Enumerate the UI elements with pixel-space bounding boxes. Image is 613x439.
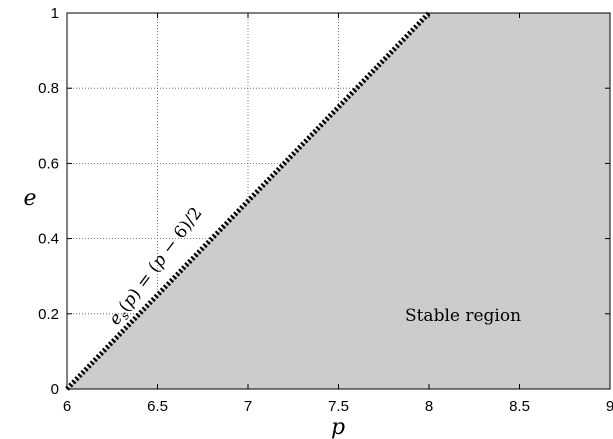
y-tick-label: 0.6 [38, 155, 59, 172]
y-tick-label: 0.4 [38, 231, 59, 248]
y-tick-labels: 0 0.2 0.4 0.6 0.8 1 [38, 5, 59, 398]
x-tick-label: 8.5 [509, 398, 530, 415]
x-tick-labels: 6 6.5 7 7.5 8 8.5 9 [63, 398, 613, 415]
x-tick-label: 7.5 [328, 398, 349, 415]
x-axis-label: p [331, 415, 345, 439]
x-tick-label: 9 [606, 398, 613, 415]
x-tick-label: 6.5 [147, 398, 168, 415]
y-tick-label: 1 [51, 5, 59, 22]
x-tick-label: 7 [244, 398, 252, 415]
stable-region-label: Stable region [405, 306, 521, 326]
y-axis-label: e [23, 186, 36, 211]
x-tick-label: 6 [63, 398, 71, 415]
y-tick-label: 0.8 [38, 80, 59, 97]
y-tick-label: 0.2 [38, 306, 59, 323]
y-tick-label: 0 [51, 381, 59, 398]
x-tick-label: 8 [425, 398, 433, 415]
